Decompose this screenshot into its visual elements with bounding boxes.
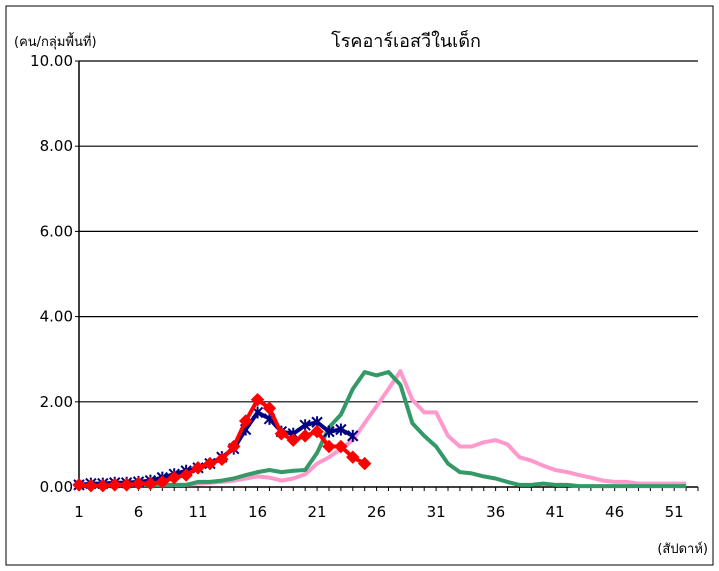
- data-point: [310, 424, 324, 439]
- data-point: [203, 456, 217, 471]
- data-point: [215, 452, 229, 467]
- data-point: [322, 439, 336, 454]
- data-point: [143, 476, 158, 491]
- data-point: [323, 425, 335, 438]
- y-tick-label: 10.00: [30, 52, 73, 70]
- data-point: [167, 470, 181, 485]
- x-tick-label: 1: [74, 503, 84, 521]
- series-layer: [72, 369, 687, 493]
- data-point: [108, 478, 122, 492]
- x-tick-label: 36: [486, 503, 505, 521]
- data-point: [335, 423, 347, 436]
- data-point: [84, 479, 98, 493]
- chart-title: โรคอาร์เอสวีในเด็ก: [331, 29, 481, 52]
- y-tick-label: 0.00: [40, 478, 73, 496]
- x-tick-label: 46: [605, 503, 624, 521]
- x-tick-label: 16: [248, 503, 267, 521]
- data-point: [191, 461, 205, 475]
- x-tick-label: 21: [308, 503, 327, 521]
- data-point: [357, 456, 372, 471]
- data-point: [96, 479, 110, 493]
- data-point: [179, 468, 193, 482]
- x-tick-label: 11: [188, 503, 207, 521]
- gridlines: [79, 60, 698, 403]
- data-point: [238, 414, 253, 428]
- x-tick-label: 6: [134, 503, 144, 521]
- data-point: [155, 475, 170, 489]
- data-point: [274, 427, 289, 441]
- series-2: [79, 370, 687, 489]
- x-tick-label: 51: [665, 503, 684, 521]
- data-point: [250, 392, 265, 407]
- data-point: [298, 429, 312, 443]
- y-tick-label: 4.00: [40, 308, 73, 326]
- data-point: [119, 478, 134, 492]
- data-point: [334, 439, 348, 454]
- data-point: [227, 439, 241, 454]
- y-tick-label: 8.00: [40, 137, 73, 155]
- chart-border: [5, 5, 714, 566]
- x-tick-label: 26: [367, 503, 386, 521]
- series-line: [79, 370, 687, 489]
- y-tick-labels: 0.00 2.00 4.00 6.00 8.00 10.00: [30, 52, 73, 496]
- data-point: [347, 429, 359, 442]
- x-axis-label: (สัปดาห์): [657, 541, 708, 557]
- series-4: [72, 392, 372, 493]
- data-point: [131, 476, 146, 491]
- y-tick-label: 6.00: [40, 222, 73, 240]
- y-axis-label: (คน/กลุ่มพื้นที่): [14, 32, 97, 50]
- y-tick-label: 2.00: [40, 393, 73, 411]
- data-point: [346, 450, 360, 464]
- data-point: [286, 433, 300, 447]
- data-point: [262, 401, 277, 415]
- x-tick-labels: 1 6 11 16 21 26 31 36 41 46 51: [74, 503, 684, 521]
- data-point: [72, 478, 86, 492]
- x-tick-label: 31: [427, 503, 446, 521]
- x-tick-label: 41: [546, 503, 565, 521]
